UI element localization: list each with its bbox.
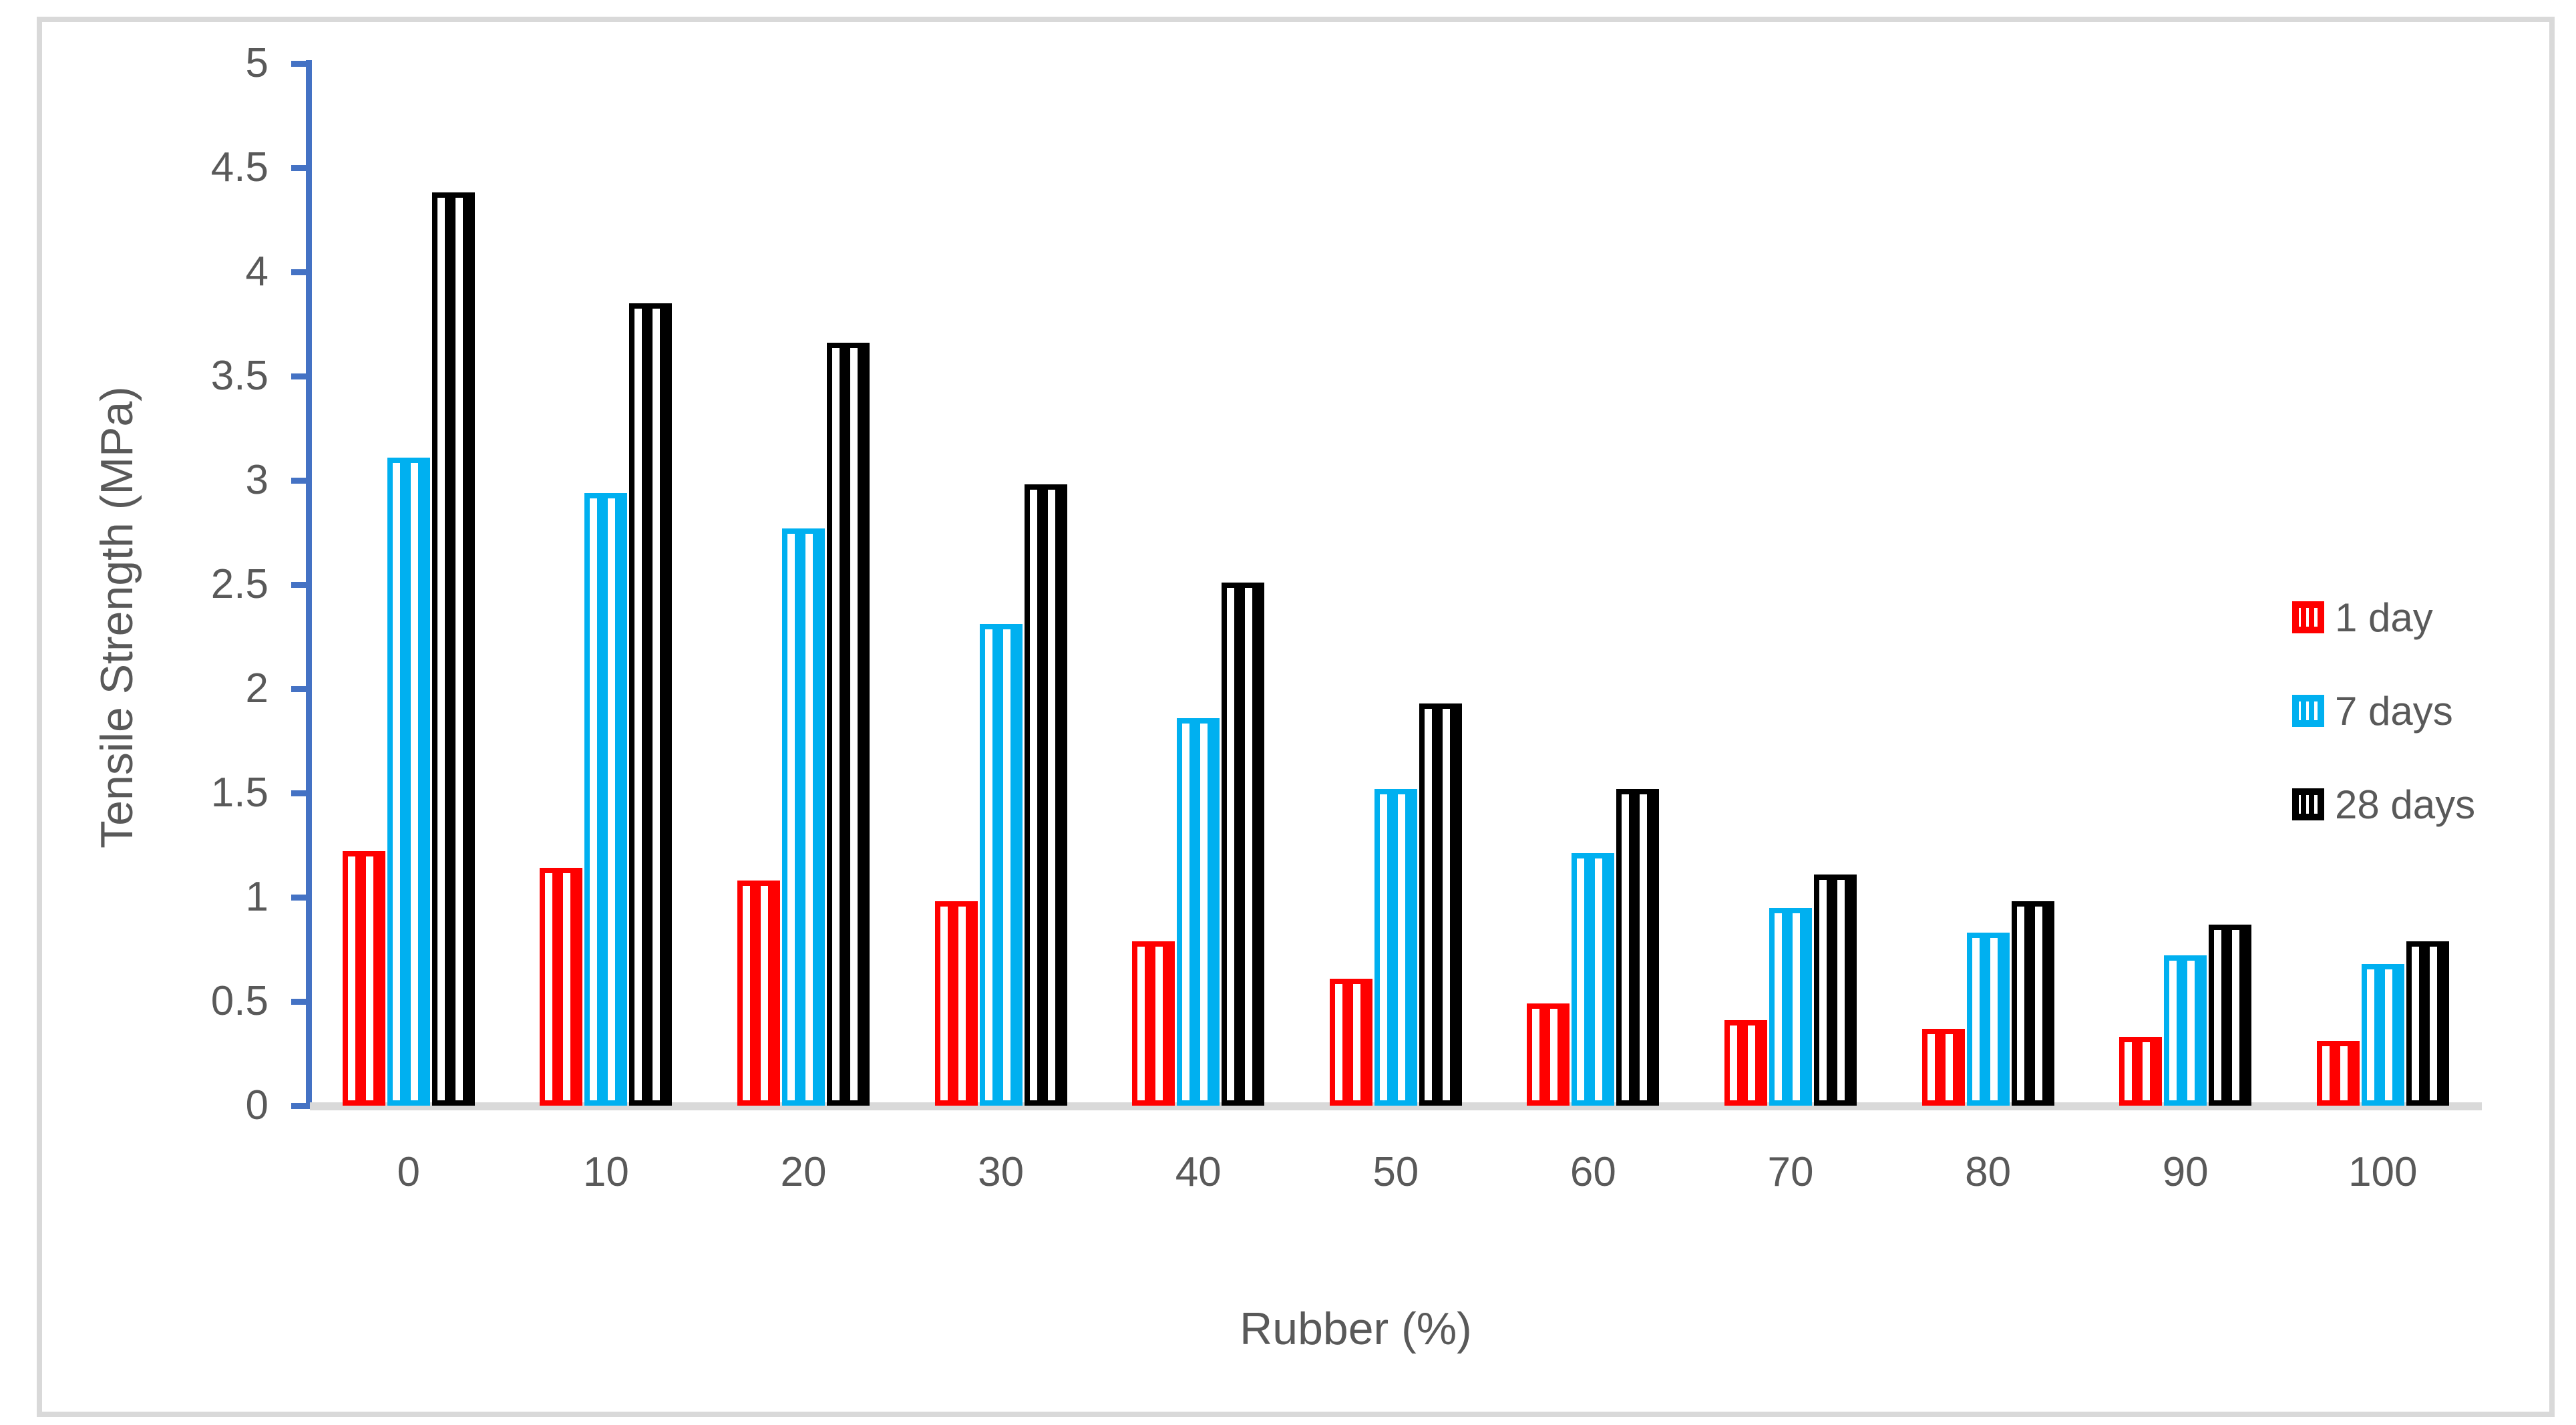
x-axis-tick-label: 90: [2162, 1149, 2209, 1195]
bar-1-day-100: [2316, 1041, 2360, 1106]
bar-28-days-10: [629, 303, 673, 1106]
bar-1-day-30: [934, 901, 978, 1106]
bar-28-days-80: [2011, 901, 2054, 1106]
bar-28-days-0: [431, 192, 475, 1106]
bar-1-day-60: [1527, 1003, 1570, 1106]
y-axis-tick: [291, 790, 310, 796]
bar-1-day-80: [1921, 1028, 1965, 1106]
bar-1-day-50: [1329, 978, 1372, 1106]
x-axis-tick-label: 10: [582, 1149, 629, 1195]
x-axis-tick-label: 70: [1767, 1149, 1814, 1195]
bar-7-days-60: [1572, 853, 1615, 1106]
y-axis-tick: [291, 685, 310, 692]
legend-item-7-days: 7 days: [2292, 685, 2475, 736]
y-axis-tick-label: 1.5: [210, 770, 268, 816]
x-axis-tick-label: 100: [2348, 1149, 2418, 1195]
y-axis-tick-label: 4: [245, 249, 268, 295]
bar-28-days-100: [2406, 941, 2449, 1106]
x-axis-tick-label: 30: [978, 1149, 1025, 1195]
bar-7-days-90: [2164, 955, 2207, 1106]
y-axis-tick-label: 4.5: [210, 144, 268, 190]
bar-7-days-0: [387, 457, 430, 1106]
bar-28-days-70: [1814, 874, 1857, 1106]
y-axis-title: Tensile Strength (MPa): [91, 386, 142, 848]
legend: 1 day 7 days 28 days: [2292, 592, 2475, 873]
y-axis-tick: [291, 373, 310, 379]
bar-28-days-50: [1419, 703, 1462, 1106]
bar-7-days-10: [584, 492, 628, 1106]
bar-7-days-70: [1769, 907, 1812, 1106]
y-axis-tick: [291, 998, 310, 1005]
bar-7-days-30: [979, 624, 1023, 1106]
y-axis-tick-label: 2.5: [210, 561, 268, 607]
bar-1-day-90: [2119, 1037, 2163, 1106]
y-axis-tick-label: 3.5: [210, 353, 268, 399]
legend-label: 1 day: [2335, 595, 2433, 640]
bar-7-days-20: [782, 528, 825, 1106]
y-axis-tick: [291, 581, 310, 588]
bar-1-day-10: [540, 868, 583, 1106]
legend-marker-icon: [2292, 695, 2324, 727]
x-axis-tick-label: 0: [397, 1149, 421, 1195]
bar-7-days-40: [1177, 718, 1220, 1106]
y-axis-tick-label: 5: [245, 40, 268, 86]
bar-28-days-40: [1222, 582, 1265, 1106]
y-axis-tick-label: 0: [245, 1082, 268, 1128]
bar-1-day-20: [737, 881, 780, 1106]
x-axis-tick-label: 50: [1372, 1149, 1419, 1195]
y-axis-tick: [291, 477, 310, 484]
legend-marker-icon: [2292, 788, 2324, 820]
bar-7-days-100: [2361, 963, 2404, 1106]
bar-28-days-30: [1024, 484, 1067, 1106]
legend-label: 28 days: [2335, 782, 2476, 827]
legend-label: 7 days: [2335, 688, 2453, 734]
bar-1-day-0: [342, 851, 385, 1106]
x-axis-tick-label: 40: [1175, 1149, 1222, 1195]
bar-28-days-90: [2209, 924, 2252, 1106]
bar-7-days-50: [1374, 788, 1417, 1106]
x-axis-tick-label: 20: [780, 1149, 827, 1195]
x-axis-tick-label: 80: [1965, 1149, 2012, 1195]
y-axis-tick: [291, 894, 310, 901]
bar-28-days-20: [827, 343, 870, 1106]
bar-28-days-60: [1616, 788, 1660, 1106]
y-axis-tick-label: 2: [245, 665, 268, 711]
bar-1-day-40: [1132, 941, 1175, 1106]
bar-1-day-70: [1724, 1020, 1767, 1106]
y-axis-tick-label: 0.5: [210, 978, 268, 1024]
y-axis-tick: [291, 164, 310, 171]
x-axis-title: Rubber (%): [1240, 1303, 1472, 1354]
x-axis-tick-label: 60: [1570, 1149, 1616, 1195]
y-axis-tick-label: 3: [245, 457, 268, 503]
legend-item-28-days: 28 days: [2292, 779, 2475, 830]
y-axis-tick-label: 1: [245, 874, 268, 920]
bar-7-days-80: [1966, 933, 2010, 1106]
y-axis-tick: [291, 269, 310, 275]
legend-marker-icon: [2292, 601, 2324, 633]
y-axis-tick: [291, 1102, 310, 1109]
y-axis-tick: [291, 60, 310, 67]
legend-item-1-day: 1 day: [2292, 592, 2475, 643]
